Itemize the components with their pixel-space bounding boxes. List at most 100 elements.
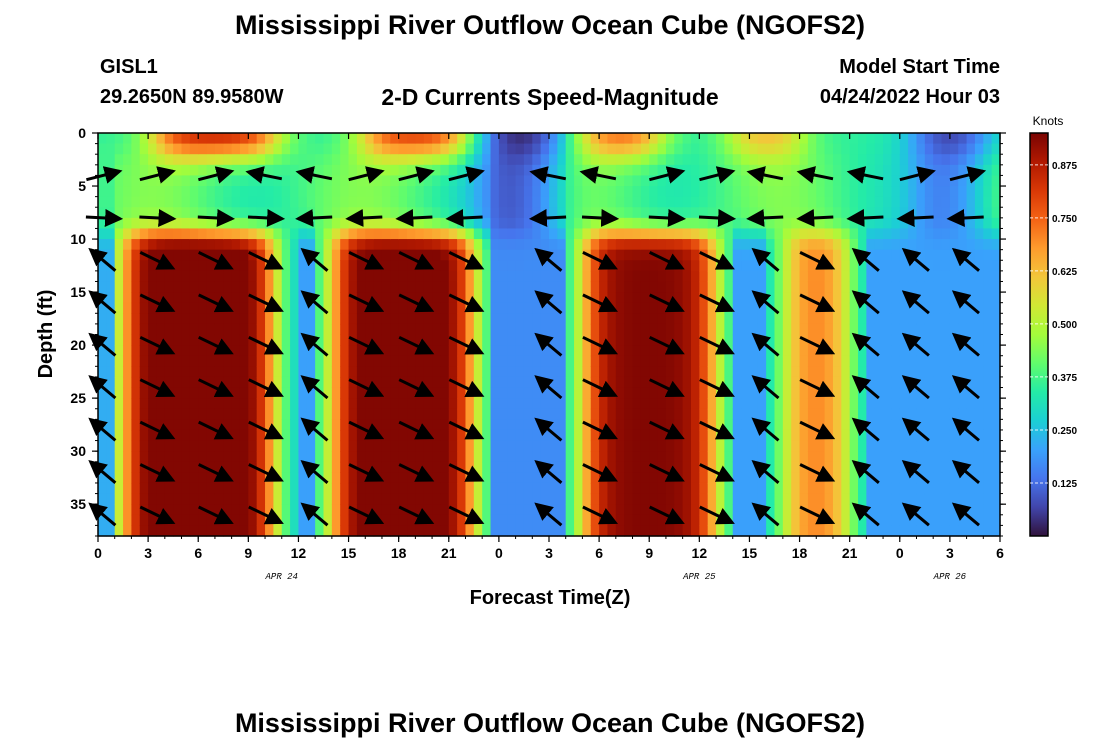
heatmap-cell: [415, 482, 425, 495]
heatmap-cell: [824, 376, 834, 389]
heatmap-cell: [983, 196, 993, 208]
x-tick-label: 3: [545, 545, 553, 561]
heatmap-cell: [732, 345, 742, 357]
heatmap-cell: [440, 387, 450, 399]
heatmap-cell: [432, 334, 442, 346]
heatmap-cell: [532, 355, 542, 367]
heatmap-cell: [298, 186, 308, 198]
current-vector: [649, 251, 685, 270]
heatmap-cell: [649, 228, 659, 240]
heatmap-cell: [490, 334, 500, 346]
heatmap-cell: [682, 323, 692, 336]
heatmap-cell: [223, 270, 233, 283]
heatmap-cell: [866, 451, 876, 463]
heatmap-cell: [832, 239, 842, 251]
heatmap-cell: [665, 186, 675, 198]
heatmap-cell: [123, 143, 133, 155]
heatmap-cell: [599, 313, 609, 325]
heatmap-cell: [657, 270, 667, 283]
heatmap-cell: [256, 313, 266, 325]
heatmap-cell: [832, 387, 842, 399]
current-vector: [579, 166, 617, 184]
heatmap-cell: [532, 440, 542, 452]
heatmap-cell: [156, 334, 166, 346]
heatmap-cell: [874, 313, 884, 325]
heatmap-cell: [674, 482, 684, 495]
heatmap-cell: [732, 419, 742, 431]
heatmap-cell: [390, 186, 400, 198]
heatmap-cell: [974, 143, 984, 155]
heatmap-cell: [574, 493, 584, 505]
heatmap-cell: [791, 207, 801, 219]
heatmap-cell: [699, 143, 709, 155]
heatmap-cell: [674, 334, 684, 346]
heatmap-cell: [198, 313, 208, 325]
heatmap-cell: [974, 493, 984, 505]
heatmap-cell: [206, 175, 216, 187]
heatmap-cell: [749, 228, 759, 240]
heatmap-cell: [599, 419, 609, 431]
heatmap-cell: [657, 228, 667, 240]
heatmap-cell: [398, 451, 408, 463]
heatmap-cell: [106, 419, 116, 431]
heatmap-cell: [365, 228, 375, 240]
heatmap-cell: [523, 292, 533, 304]
heatmap-cell: [373, 207, 383, 219]
heatmap-cell: [891, 451, 901, 463]
heatmap-cell: [690, 239, 700, 251]
heatmap-cell: [131, 143, 141, 155]
heatmap-cell: [632, 376, 642, 389]
heatmap-cell: [490, 249, 500, 261]
heatmap-cell: [164, 334, 174, 346]
heatmap-cell: [348, 270, 358, 283]
heatmap-cell: [223, 440, 233, 452]
current-vector: [300, 247, 329, 272]
heatmap-cell: [858, 355, 867, 367]
heatmap-cell: [139, 514, 149, 526]
heatmap-cell: [724, 186, 734, 198]
heatmap-cell: [974, 482, 984, 495]
heatmap-cell: [649, 345, 659, 357]
heatmap-cell: [582, 260, 592, 272]
heatmap-cell: [432, 270, 442, 283]
heatmap-cell: [782, 429, 792, 442]
heatmap-cell: [440, 249, 450, 261]
heatmap-cell: [331, 186, 341, 198]
heatmap-cell: [816, 196, 826, 208]
heatmap-cell: [173, 154, 183, 166]
heatmap-cell: [440, 292, 450, 304]
heatmap-cell: [757, 186, 767, 198]
heatmap-cell: [824, 196, 834, 208]
heatmap-cell: [699, 355, 709, 367]
heatmap-cell: [974, 207, 984, 219]
heatmap-cell: [949, 196, 959, 208]
heatmap-cell: [356, 313, 366, 325]
heatmap-cell: [799, 239, 809, 251]
heatmap-cell: [290, 292, 300, 304]
heatmap-cell: [239, 355, 249, 367]
heatmap-cell: [832, 408, 842, 420]
heatmap-cell: [791, 472, 801, 484]
heatmap-cell: [649, 313, 659, 325]
heatmap-cell: [532, 514, 542, 526]
heatmap-cell: [983, 408, 993, 420]
heatmap-cell: [331, 292, 341, 304]
heatmap-cell: [574, 313, 584, 325]
current-vector: [198, 293, 234, 313]
heatmap-cell: [883, 217, 893, 230]
heatmap-cell: [816, 334, 826, 346]
heatmap-cell: [941, 175, 951, 187]
current-vector: [582, 251, 618, 270]
heatmap-cell: [716, 175, 725, 187]
heatmap-cell: [908, 366, 918, 378]
heatmap-cell: [858, 525, 867, 537]
heatmap-cell: [549, 461, 558, 473]
date-label: APR 26: [933, 572, 967, 582]
heatmap-cell: [849, 472, 859, 484]
heatmap-cell: [248, 260, 258, 272]
heatmap-cell: [265, 323, 274, 336]
heatmap-cell: [841, 398, 851, 410]
heatmap-cell: [983, 334, 993, 346]
heatmap-cell: [582, 472, 592, 484]
heatmap-cell: [924, 334, 934, 346]
